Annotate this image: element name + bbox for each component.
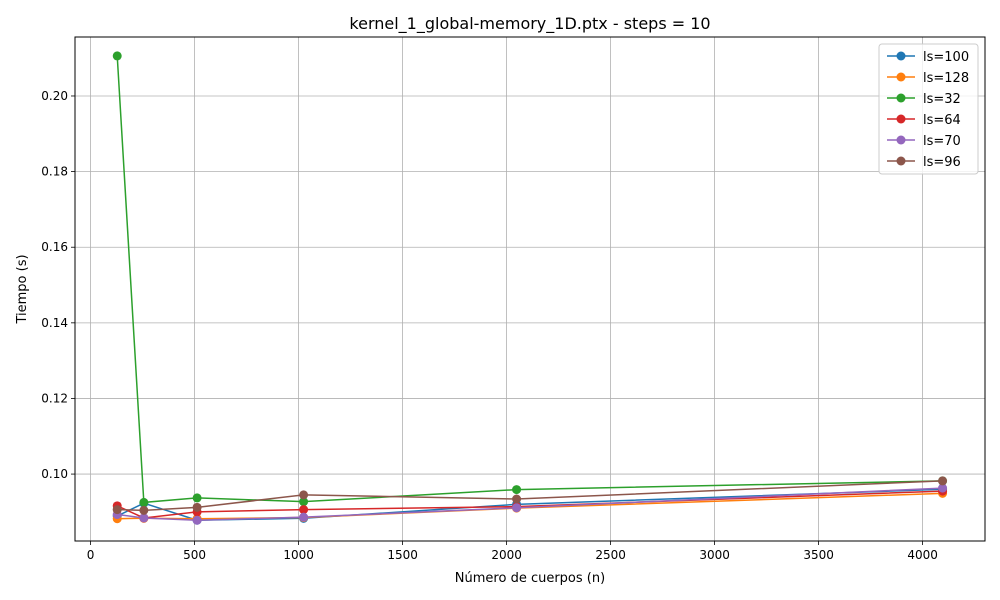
data-point	[139, 497, 149, 507]
data-point	[139, 513, 149, 523]
y-tick-label: 0.16	[41, 240, 68, 254]
legend: ls=100 ls=128 ls=32 ls=64 ls=70 ls=96	[878, 43, 979, 175]
data-point	[299, 505, 309, 515]
data-point	[139, 505, 149, 515]
legend-marker	[896, 135, 906, 145]
data-point	[192, 493, 202, 503]
legend-item: ls=70	[887, 134, 961, 149]
legend-marker	[896, 51, 906, 61]
legend-marker	[896, 72, 906, 82]
legend-label: ls=128	[923, 71, 969, 86]
legend-item: ls=32	[887, 92, 961, 107]
x-axis-ticks: 0 500 1000 1500 2000 2500 3000 3500 4000	[87, 541, 938, 562]
legend-item: ls=64	[887, 113, 961, 128]
legend-marker	[896, 156, 906, 166]
legend-label: ls=96	[923, 155, 961, 170]
y-tick-label: 0.10	[41, 467, 68, 481]
series-layer	[112, 51, 948, 525]
data-point	[112, 51, 122, 61]
x-tick-label: 2500	[595, 548, 626, 562]
data-point	[112, 505, 122, 515]
x-tick-label: 1500	[387, 548, 418, 562]
x-tick-label: 2000	[491, 548, 522, 562]
chart-title: kernel_1_global-memory_1D.ptx - steps = …	[349, 14, 710, 34]
x-tick-label: 3500	[803, 548, 834, 562]
y-axis-ticks: 0.10 0.12 0.14 0.16 0.18 0.20	[41, 89, 75, 481]
y-tick-label: 0.18	[41, 165, 68, 179]
data-point	[192, 502, 202, 512]
data-point	[299, 490, 309, 500]
legend-label: ls=32	[923, 92, 961, 107]
x-tick-label: 4000	[907, 548, 938, 562]
data-point	[512, 485, 522, 495]
legend-marker	[896, 114, 906, 124]
y-tick-label: 0.20	[41, 89, 68, 103]
series-line	[116, 55, 943, 504]
data-point	[192, 515, 202, 525]
data-point	[512, 503, 522, 513]
x-axis-label: Número de cuerpos (n)	[455, 571, 605, 586]
x-tick-label: 500	[183, 548, 206, 562]
y-tick-label: 0.14	[41, 316, 68, 330]
legend-label: ls=70	[923, 134, 961, 149]
x-tick-label: 1000	[283, 548, 314, 562]
plot-frame	[74, 36, 986, 542]
data-point	[299, 512, 309, 522]
legend-label: ls=100	[923, 50, 969, 65]
data-point	[938, 476, 948, 486]
legend-item: ls=128	[887, 71, 969, 86]
legend-item: ls=96	[887, 155, 961, 170]
data-point	[938, 483, 948, 493]
legend-marker	[896, 93, 906, 103]
series-ls=96	[112, 476, 948, 515]
x-tick-label: 3000	[699, 548, 730, 562]
y-tick-label: 0.12	[41, 391, 68, 405]
legend-label: ls=64	[923, 113, 961, 128]
series-ls=70	[112, 483, 948, 525]
legend-item: ls=100	[887, 50, 969, 65]
data-point	[512, 494, 522, 504]
y-axis-label: Tiempo (s)	[15, 254, 30, 324]
x-tick-label: 0	[87, 548, 95, 562]
data-point	[299, 497, 309, 507]
